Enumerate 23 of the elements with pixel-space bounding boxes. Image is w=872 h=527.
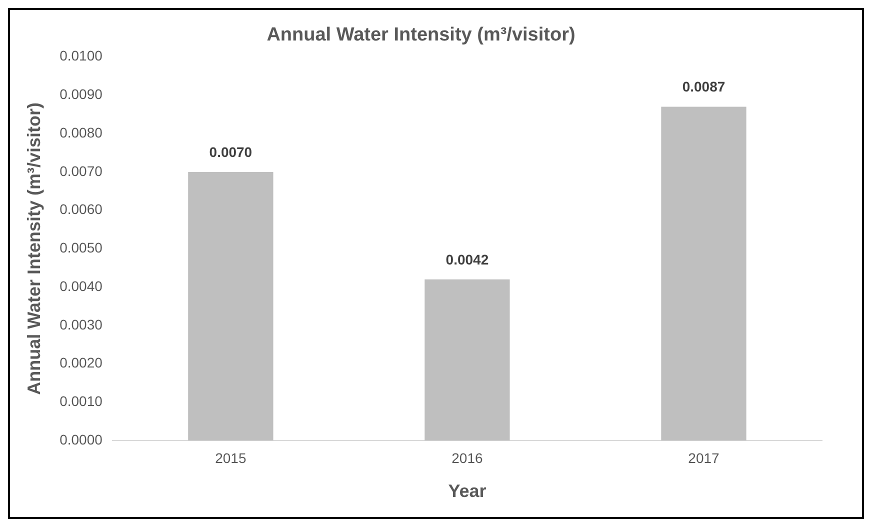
- data-label: 0.0070: [209, 144, 252, 160]
- data-label: 0.0042: [446, 251, 489, 268]
- x-tick-label: 2017: [688, 450, 720, 466]
- y-tick-label: 0.0040: [60, 278, 103, 294]
- y-tick-label: 0.0100: [60, 48, 103, 64]
- y-axis-title: Annual Water Intensity (m³/visitor): [24, 102, 44, 395]
- bar: [661, 106, 746, 441]
- y-tick-label: 0.0010: [60, 393, 103, 410]
- bar: [424, 279, 510, 441]
- y-tick-label: 0.0030: [60, 316, 103, 332]
- y-tick-label: 0.0090: [60, 86, 103, 102]
- x-tick-label: 2015: [215, 450, 246, 466]
- y-tick-label: 0.0060: [60, 201, 103, 218]
- data-label: 0.0087: [682, 78, 726, 95]
- y-tick-label: 0.0070: [60, 162, 103, 179]
- y-tick-label: 0.0020: [60, 354, 103, 371]
- y-tick-label: 0.0000: [60, 431, 103, 448]
- chart-title: Annual Water Intensity (m³/visitor): [266, 24, 576, 46]
- x-axis-title: Year: [448, 481, 486, 502]
- y-tick-label: 0.0050: [60, 240, 103, 256]
- y-tick-label: 0.0080: [60, 124, 103, 140]
- x-tick-label: 2016: [452, 450, 483, 466]
- bar: [188, 172, 274, 441]
